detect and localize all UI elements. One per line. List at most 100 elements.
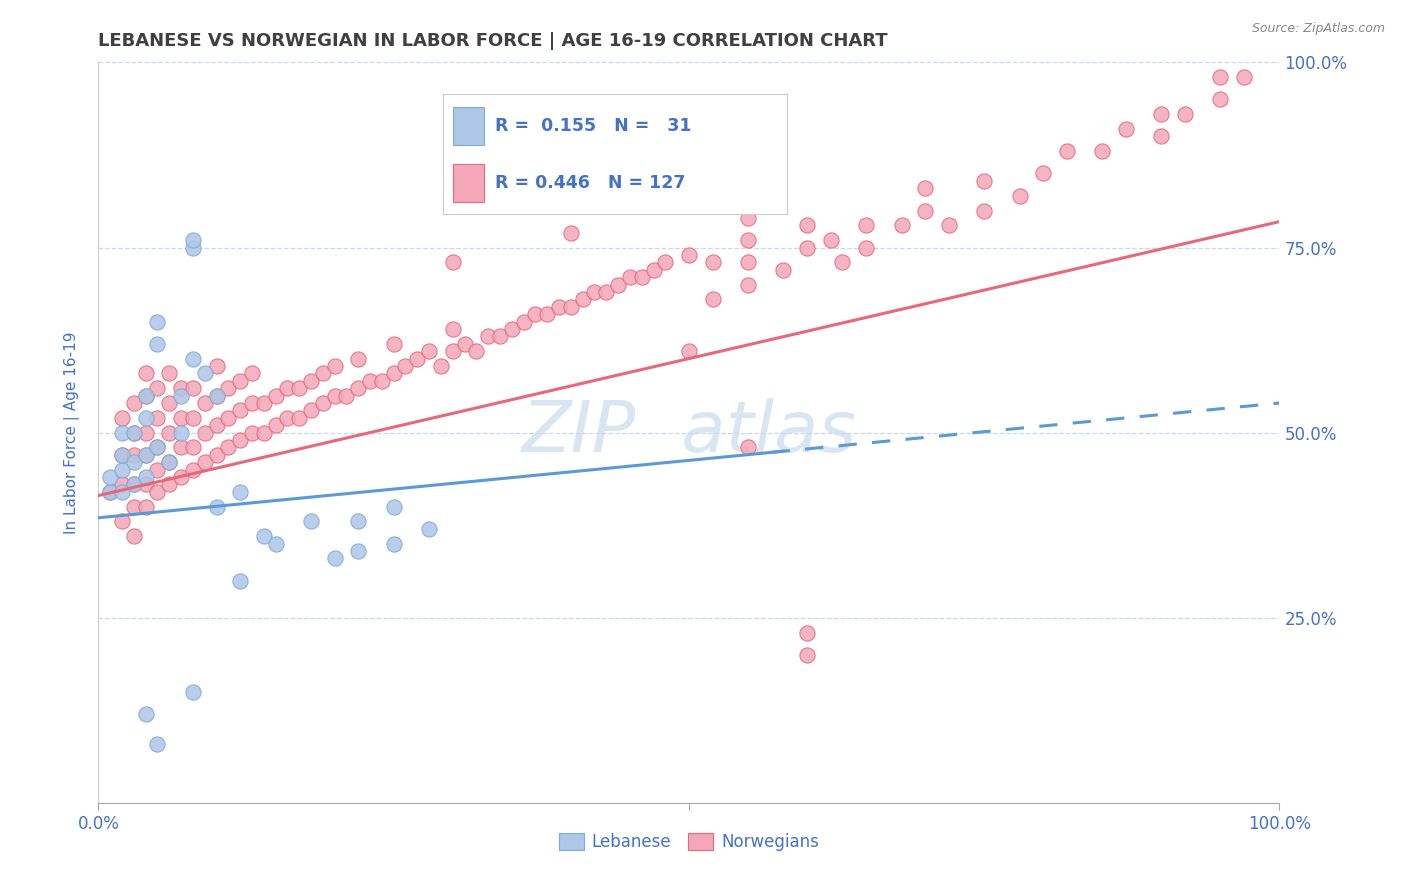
Point (501, 322, 523, 336)
Point (477, 329, 499, 343)
Point (382, 336, 405, 351)
Point (1174, 107, 1197, 121)
Point (240, 367, 263, 381)
Point (312, 367, 335, 381)
Point (181, 410, 204, 425)
Point (630, 270, 652, 285)
Point (288, 410, 311, 425)
Point (135, 470, 157, 484)
Point (406, 351, 429, 366)
Point (146, 462, 169, 476)
Point (796, 648, 818, 662)
Point (146, 410, 169, 425)
Point (973, 174, 995, 188)
Point (111, 448, 134, 462)
Point (217, 410, 239, 425)
Point (181, 462, 204, 476)
Point (181, 240, 204, 255)
Point (135, 500, 157, 514)
Point (1233, 70, 1256, 85)
Point (157, 477, 180, 491)
Point (170, 470, 193, 484)
Point (181, 351, 204, 366)
Point (619, 270, 641, 285)
Point (607, 277, 630, 292)
Point (394, 359, 416, 373)
Point (111, 462, 134, 476)
Point (111, 484, 134, 499)
Point (135, 388, 157, 402)
Point (135, 448, 157, 462)
FancyBboxPatch shape (453, 163, 484, 202)
Point (654, 255, 676, 269)
Point (855, 240, 877, 255)
Point (382, 536, 405, 550)
Point (194, 455, 217, 469)
Point (512, 314, 534, 328)
Point (98, 470, 121, 484)
Point (702, 255, 724, 269)
Point (111, 515, 134, 529)
Point (796, 625, 818, 640)
Point (111, 477, 134, 491)
Point (737, 441, 759, 455)
Point (323, 551, 346, 566)
Point (737, 255, 759, 269)
Point (98, 484, 121, 499)
Point (146, 381, 169, 395)
Point (418, 522, 440, 536)
Point (323, 388, 346, 402)
Point (359, 374, 381, 388)
Text: LEBANESE VS NORWEGIAN IN LABOR FORCE | AGE 16-19 CORRELATION CHART: LEBANESE VS NORWEGIAN IN LABOR FORCE | A… (98, 32, 889, 50)
Point (560, 226, 582, 240)
Point (643, 262, 665, 277)
Point (1056, 145, 1078, 159)
Point (170, 388, 193, 402)
Point (299, 403, 322, 417)
Point (430, 359, 453, 373)
Point (571, 293, 593, 307)
Point (595, 285, 617, 299)
Point (157, 367, 180, 381)
Text: ZIP  atlas: ZIP atlas (522, 398, 856, 467)
Point (737, 211, 759, 225)
FancyBboxPatch shape (453, 107, 484, 145)
Point (146, 336, 169, 351)
Point (347, 544, 370, 558)
Point (1008, 188, 1031, 202)
Point (181, 233, 204, 247)
Point (288, 381, 311, 395)
Point (240, 425, 263, 440)
Point (524, 307, 547, 321)
Point (347, 381, 370, 395)
Point (323, 359, 346, 373)
Point (146, 737, 169, 751)
Point (146, 441, 169, 455)
Point (347, 351, 370, 366)
Point (122, 425, 145, 440)
Point (170, 381, 193, 395)
Point (229, 433, 252, 447)
Point (111, 448, 134, 462)
Point (382, 367, 405, 381)
Point (831, 255, 853, 269)
Point (170, 441, 193, 455)
Point (205, 500, 228, 514)
Point (299, 374, 322, 388)
Point (135, 367, 157, 381)
Point (1150, 129, 1173, 144)
Point (205, 418, 228, 433)
Point (217, 441, 239, 455)
Point (111, 425, 134, 440)
Point (122, 448, 145, 462)
Point (122, 500, 145, 514)
Point (1115, 122, 1137, 136)
Point (772, 262, 794, 277)
Point (678, 344, 700, 359)
Point (157, 455, 180, 469)
Point (122, 425, 145, 440)
Point (796, 219, 818, 233)
Point (135, 425, 157, 440)
Point (737, 277, 759, 292)
Point (536, 307, 558, 321)
